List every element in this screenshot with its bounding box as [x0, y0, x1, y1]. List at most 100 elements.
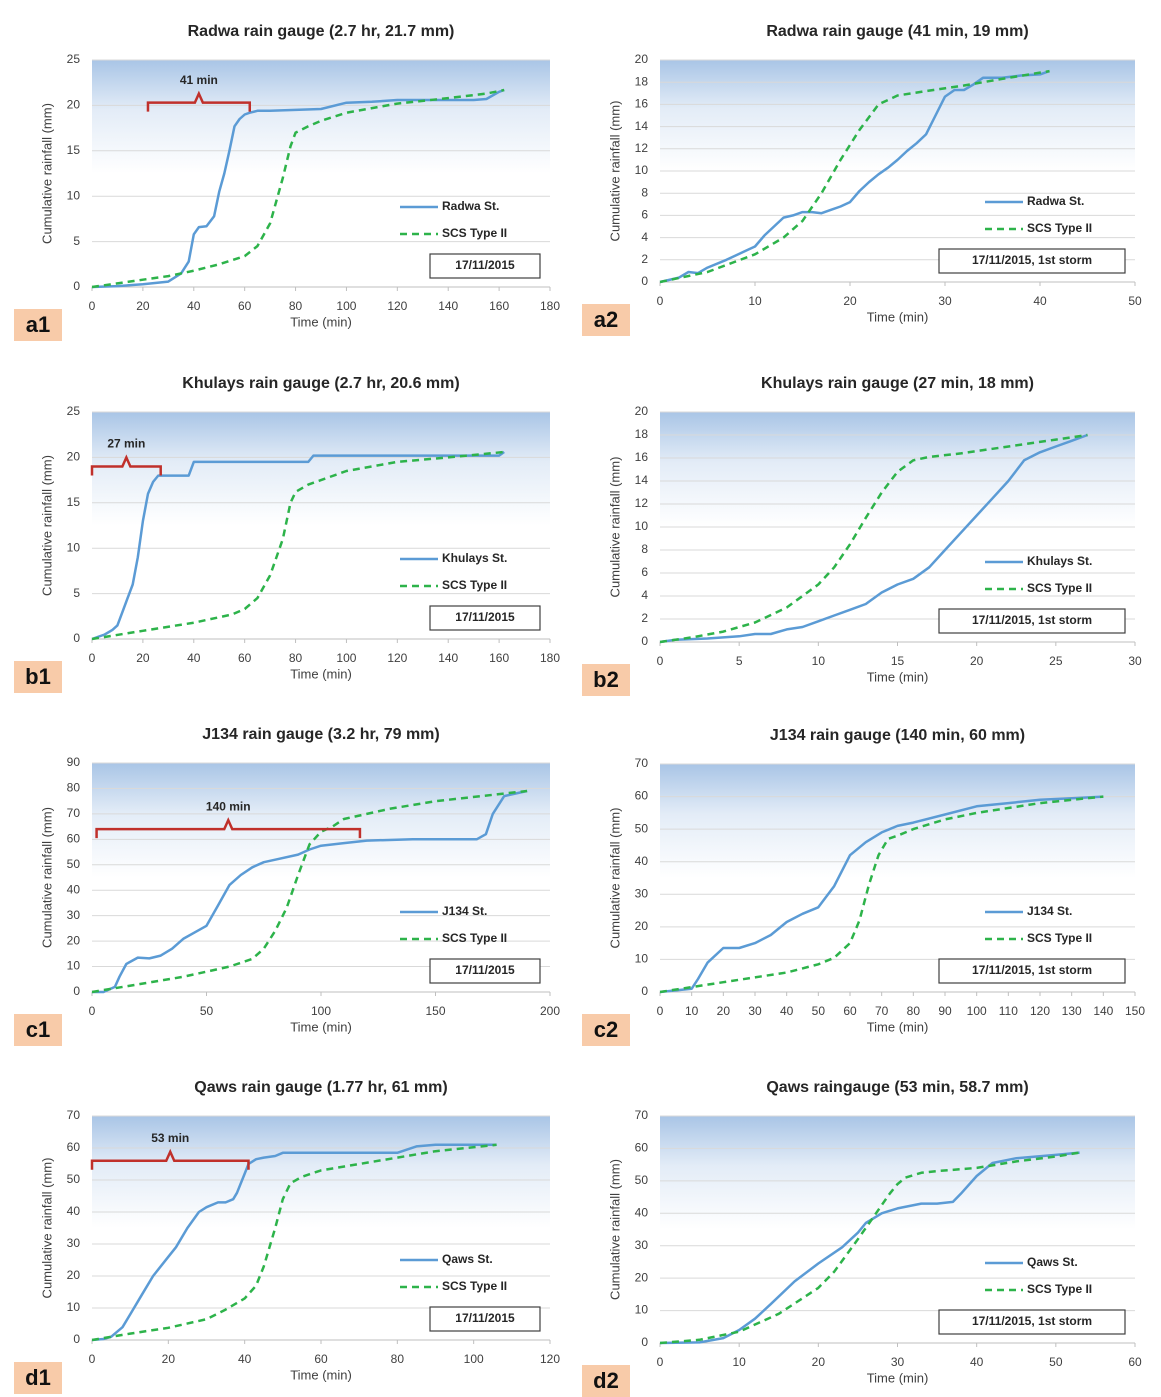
panel-label-bg	[582, 1365, 630, 1397]
date-label: 17/11/2015	[455, 963, 515, 977]
chart: 0 10 20 30 40 50 60 70 0 10 20 30 40 50 60 70 80 90 100 110…	[582, 727, 1145, 1046]
date-label: 17/11/2015, 1st storm	[972, 963, 1092, 977]
y-tick-label: 50	[635, 1173, 649, 1187]
x-tick-label: 120	[387, 651, 407, 665]
x-tick-label: 80	[907, 1004, 921, 1018]
x-tick-label: 110	[999, 1004, 1018, 1018]
y-tick-label: 5	[73, 234, 80, 248]
x-tick-label: 40	[780, 1004, 794, 1018]
y-tick-label: 18	[635, 427, 649, 441]
legend-label: SCS Type II	[1027, 581, 1092, 595]
panel-label: b1	[25, 664, 51, 689]
chart: 0 5 10 15 20 25 0 20 40 60 80 100 120 140 160 180 Radwa …	[14, 23, 560, 341]
panel-label-bg	[582, 304, 630, 336]
y-tick-label: 16	[635, 450, 649, 464]
y-tick-label: 0	[73, 631, 80, 645]
date-label: 17/11/2015	[455, 1311, 515, 1325]
x-axis-label: Time (min)	[867, 1370, 929, 1385]
legend-label: Qaws St.	[1027, 1255, 1078, 1269]
chart-title: J134 rain gauge (3.2 hr, 79 mm)	[202, 726, 439, 743]
y-tick-label: 15	[67, 143, 81, 157]
legend-label: SCS Type II	[442, 578, 507, 592]
x-tick-label: 90	[938, 1004, 952, 1018]
y-tick-label: 30	[635, 1238, 649, 1252]
y-tick-label: 30	[67, 1236, 81, 1250]
series-line	[659, 69, 1050, 284]
panel-label-bg	[582, 1014, 630, 1046]
y-tick-label: 20	[635, 1270, 649, 1284]
legend-label: SCS Type II	[1027, 221, 1092, 235]
x-axis-label: Time (min)	[867, 1019, 929, 1034]
date-label: 17/11/2015	[455, 258, 515, 272]
x-tick-label: 100	[967, 1004, 987, 1018]
panel-label: d1	[25, 1365, 51, 1390]
date-label: 17/11/2015, 1st storm	[972, 1314, 1092, 1328]
x-tick-label: 0	[657, 654, 664, 668]
chart: 0 10 20 30 40 50 60 70 80 90 0 50 100 150 200 J134 rain…	[14, 726, 560, 1046]
x-axis-label: Time (min)	[290, 1367, 352, 1382]
bracket-label: 41 min	[180, 73, 218, 87]
chart: 0 5 10 15 20 25 0 20 40 60 80 100 120 140 160 180 Khulay…	[14, 375, 560, 693]
y-tick-label: 18	[635, 74, 649, 88]
panel-label: d2	[593, 1368, 619, 1393]
series-line	[659, 433, 1088, 644]
plot-area	[92, 412, 550, 639]
legend-label: SCS Type II	[1027, 1282, 1092, 1296]
x-tick-label: 10	[685, 1004, 699, 1018]
y-axis-label: Cumulative rainfall (mm)	[607, 808, 622, 949]
x-tick-label: 0	[89, 299, 96, 313]
panel-label-bg	[14, 1362, 62, 1394]
chart-title: Radwa rain gauge (41 min, 19 mm)	[766, 23, 1028, 40]
y-tick-label: 20	[67, 1268, 81, 1282]
x-tick-label: 40	[238, 1352, 252, 1366]
x-tick-label: 40	[1033, 294, 1047, 308]
y-axis-label: Cumulative rainfall (mm)	[39, 103, 54, 244]
y-tick-label: 10	[67, 1300, 81, 1314]
series-line	[91, 450, 505, 641]
x-tick-label: 40	[187, 299, 201, 313]
x-tick-label: 180	[540, 299, 560, 313]
panel-label: c1	[26, 1017, 50, 1042]
x-tick-label: 5	[736, 654, 743, 668]
x-tick-label: 50	[200, 1004, 214, 1018]
x-tick-label: 200	[540, 1004, 560, 1018]
date-label: 17/11/2015	[455, 610, 515, 624]
y-tick-label: 8	[641, 542, 648, 556]
y-axis-label: Cumulative rainfall (mm)	[607, 457, 622, 598]
y-tick-label: 80	[67, 781, 81, 795]
y-tick-label: 60	[635, 1141, 649, 1155]
date-box	[429, 605, 541, 631]
x-tick-label: 20	[717, 1004, 731, 1018]
y-tick-label: 70	[635, 756, 649, 770]
x-tick-label: 100	[336, 299, 356, 313]
y-tick-label: 40	[67, 882, 81, 896]
y-tick-label: 12	[635, 141, 649, 155]
date-label: 17/11/2015, 1st storm	[972, 253, 1092, 267]
panel-label: a1	[26, 312, 50, 337]
x-tick-label: 150	[425, 1004, 445, 1018]
y-tick-label: 25	[67, 52, 81, 66]
bracket-label: 53 min	[151, 1131, 189, 1145]
y-tick-label: 50	[635, 821, 649, 835]
plot-area	[92, 60, 550, 287]
date-box	[938, 608, 1126, 634]
y-tick-label: 10	[67, 188, 81, 202]
x-tick-label: 30	[938, 294, 952, 308]
y-tick-label: 20	[635, 404, 649, 418]
y-tick-label: 4	[641, 230, 648, 244]
y-axis-label: Cumulative rainfall (mm)	[39, 1158, 54, 1299]
x-tick-label: 0	[89, 1004, 96, 1018]
x-tick-label: 70	[875, 1004, 889, 1018]
y-axis-label: Cumulative rainfall (mm)	[607, 1159, 622, 1300]
y-tick-label: 40	[635, 854, 649, 868]
y-tick-label: 0	[641, 274, 648, 288]
panel-label: b2	[593, 667, 619, 692]
y-tick-label: 0	[73, 984, 80, 998]
legend-label: Radwa St.	[442, 199, 499, 213]
series-line	[91, 1143, 497, 1342]
date-box	[938, 248, 1126, 274]
legend-label: SCS Type II	[1027, 931, 1092, 945]
date-box	[429, 253, 541, 279]
y-tick-label: 70	[635, 1108, 649, 1122]
